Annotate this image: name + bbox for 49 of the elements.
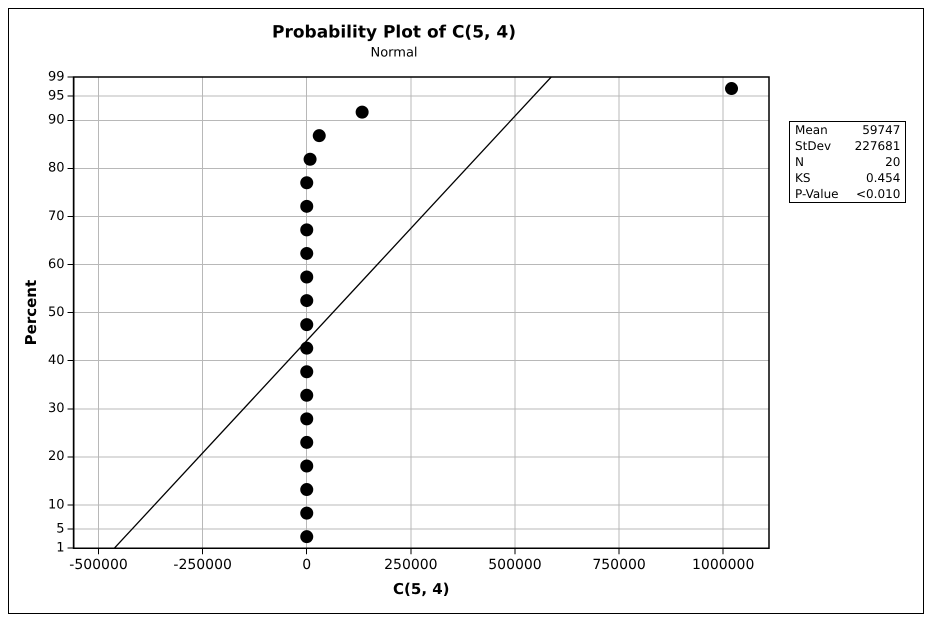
text: KS 0.454	[795, 171, 900, 185]
y-tick-label: 80	[48, 160, 65, 176]
point	[300, 342, 314, 355]
x-tick-label: 500000	[488, 557, 542, 574]
y-tick-label: 99	[48, 69, 65, 84]
point	[725, 82, 738, 96]
x-tick-label: -250000	[173, 557, 232, 574]
text: N 20	[795, 155, 900, 169]
text: StDev 227681	[795, 139, 900, 153]
point	[300, 483, 314, 496]
point	[300, 318, 314, 332]
y-tick-label: 95	[48, 88, 65, 104]
point	[300, 365, 314, 378]
y-axis-title: Percent	[22, 280, 40, 346]
y-tick-label: 50	[48, 304, 65, 320]
x-tick-label: 250000	[384, 557, 438, 574]
y-tick-label: 40	[48, 353, 65, 368]
text: Mean 59747	[795, 123, 900, 137]
x-axis-title: C(5, 4)	[393, 580, 450, 598]
point	[300, 223, 314, 236]
point	[300, 294, 314, 308]
y-tick-label: 30	[48, 401, 65, 416]
point	[300, 388, 314, 402]
point	[300, 436, 314, 449]
y-tick-label: 90	[48, 112, 65, 128]
point	[300, 176, 314, 190]
point	[356, 106, 369, 119]
y-tick-label: 20	[48, 449, 65, 464]
point	[300, 506, 314, 520]
y-tick-label: 60	[48, 256, 65, 272]
text: P-Value <0.010	[795, 187, 900, 201]
y-tick-label: 5	[56, 521, 65, 536]
point	[300, 270, 314, 284]
x-tick-label: 1000000	[692, 557, 754, 574]
y-tick-label: 70	[48, 208, 65, 224]
x-tick-label: 0	[302, 557, 312, 574]
point	[300, 459, 314, 472]
point	[300, 530, 314, 544]
point	[300, 200, 314, 213]
point	[300, 246, 314, 260]
x-tick-label: -500000	[69, 557, 128, 574]
chart-title: Probability Plot of C(5, 4)	[272, 22, 516, 43]
y-tick-label: 1	[56, 540, 65, 556]
x-tick-label: 750000	[592, 557, 646, 574]
point	[300, 412, 314, 426]
point	[312, 129, 326, 142]
y-tick-label: 10	[48, 497, 65, 512]
point	[304, 152, 317, 166]
chart-subtitle: Normal	[370, 46, 418, 61]
